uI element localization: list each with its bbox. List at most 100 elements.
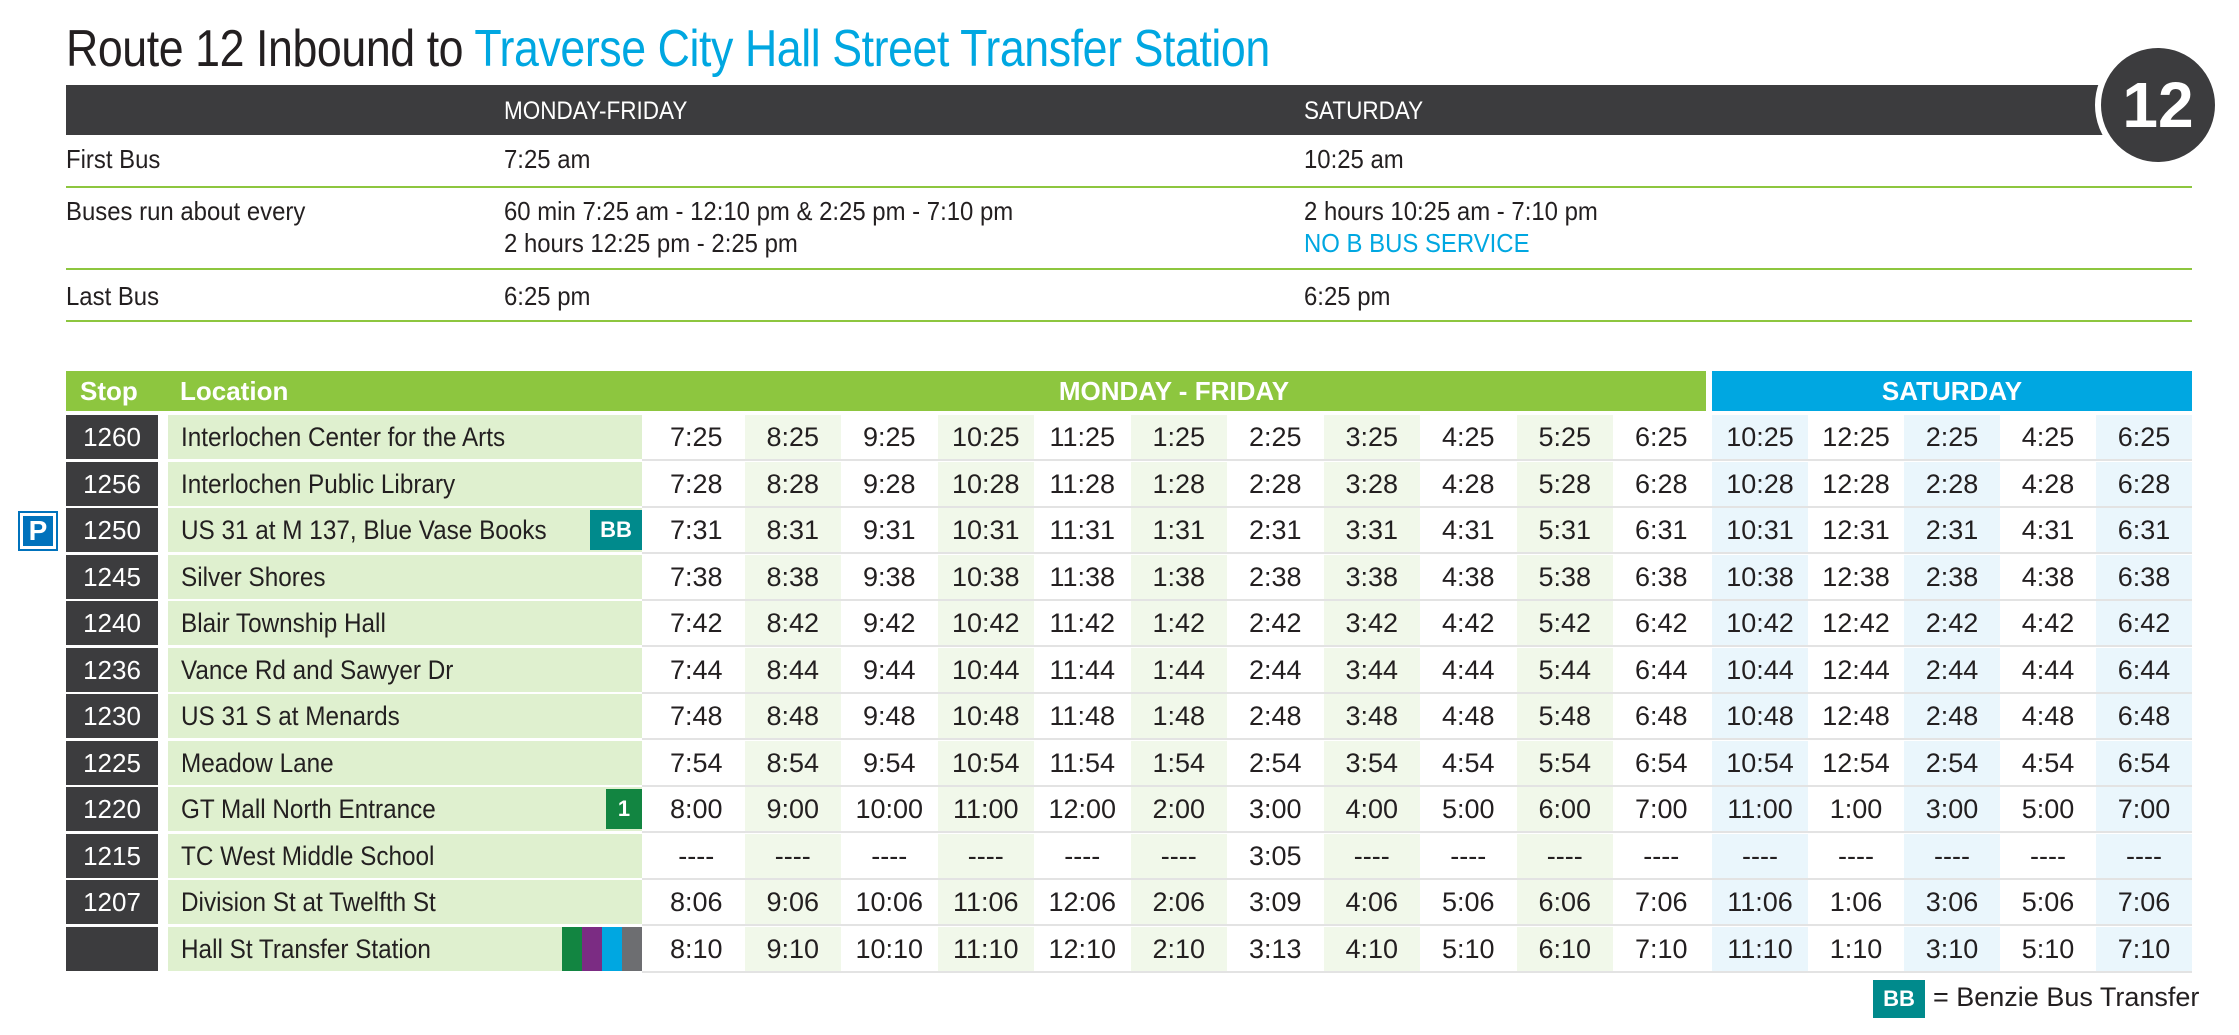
summary-header-saturday: SATURDAY [1304, 97, 1424, 125]
summary-saturday-value: 10:25 am [1304, 144, 1404, 174]
weekday-time-cell: 9:10 [744, 926, 841, 971]
saturday-time-cell: 4:54 [2000, 740, 2096, 785]
saturday-time-cell: 2:42 [1904, 601, 2000, 645]
weekday-time-cell: 8:06 [648, 880, 745, 924]
weekday-time-cell: 8:28 [744, 461, 841, 506]
weekday-time-cell: 5:38 [1516, 554, 1613, 599]
column-header-location: Location [180, 376, 289, 406]
weekday-time-cell: 5:31 [1516, 508, 1613, 552]
weekday-time-cell: 9:25 [841, 415, 938, 459]
stop-number: 1240 [66, 601, 158, 645]
weekday-time-cell: 5:28 [1516, 461, 1613, 506]
weekday-time-cell: 11:48 [1034, 694, 1131, 738]
saturday-time-cell: 10:42 [1712, 601, 1808, 645]
saturday-time-cell: ---- [1712, 833, 1808, 878]
weekday-time-cell: 5:00 [1420, 787, 1517, 831]
schedule-row: 1245 Silver Shores 7:38 8:38 9:38 10:38 11:38 1… [0, 554, 2239, 602]
stop-number: 1225 [66, 740, 158, 785]
weekday-time-cell: 10:31 [937, 508, 1034, 552]
stop-number: 1230 [66, 694, 158, 738]
stop-location-label: Division St at Twelfth St [181, 887, 436, 917]
saturday-time-cell: 10:31 [1712, 508, 1808, 552]
saturday-time-cell: 6:54 [2096, 740, 2192, 785]
weekday-time-cell: 7:44 [648, 647, 745, 692]
weekday-time-cell: 8:00 [648, 787, 745, 831]
weekday-time-cell: 6:38 [1613, 554, 1710, 599]
saturday-time-cell: 4:28 [2000, 461, 2096, 506]
row-divider [642, 970, 2192, 973]
weekday-time-cell: 4:00 [1323, 787, 1420, 831]
stop-number [66, 926, 158, 971]
weekday-time-cell: 2:10 [1130, 926, 1227, 971]
weekday-time-cell: 2:48 [1227, 694, 1324, 738]
stop-location-label: TC West Middle School [181, 840, 435, 871]
weekday-time-cell: 3:42 [1323, 601, 1420, 645]
schedule-row: 1220 GT Mall North Entrance 1 8:00 9:00 10:00… [0, 787, 2239, 834]
weekday-time-cell: 11:25 [1034, 415, 1131, 459]
saturday-time-cell: 1:00 [1808, 787, 1904, 831]
stop-location-label: Vance Rd and Sawyer Dr [181, 654, 454, 685]
schedule-row: 1250 US 31 at M 137, Blue Vase Books BB P 7:… [0, 508, 2239, 555]
stop-number: 1236 [66, 647, 158, 692]
weekday-time-cell: 6:44 [1613, 647, 1710, 692]
stop-number: 1245 [66, 554, 158, 599]
saturday-time-cell: 7:00 [2096, 787, 2192, 831]
schedule-header-weekday-band: Stop Location MONDAY - FRIDAY [66, 371, 1706, 411]
summary-label: First Bus [66, 144, 161, 174]
weekday-time-cell: 3:31 [1323, 508, 1420, 552]
weekday-time-cell: 10:38 [937, 554, 1034, 599]
saturday-time-cell: 12:48 [1808, 694, 1904, 738]
weekday-time-cell: 11:44 [1034, 647, 1131, 692]
saturday-time-cell: 10:54 [1712, 740, 1808, 785]
title-prefix: Route 12 Inbound to [66, 20, 475, 78]
stop-number: 1215 [66, 833, 158, 878]
weekday-time-cell: 4:25 [1420, 415, 1517, 459]
weekday-time-cell: 10:48 [937, 694, 1034, 738]
stop-location: Blair Township Hall [168, 601, 642, 645]
stop-location: Interlochen Center for the Arts [168, 415, 642, 459]
weekday-time-cell: 6:42 [1613, 601, 1710, 645]
weekday-time-cell: 9:00 [744, 787, 841, 831]
weekday-time-cell: 1:42 [1130, 601, 1227, 645]
weekday-time-cell: 3:48 [1323, 694, 1420, 738]
weekday-time-cell: 11:42 [1034, 601, 1131, 645]
weekday-time-cell: 2:44 [1227, 647, 1324, 692]
weekday-time-cell: 3:13 [1227, 926, 1324, 971]
summary-saturday-value: 2 hours 10:25 am - 7:10 pm [1304, 196, 1598, 226]
saturday-time-cell: 12:31 [1808, 508, 1904, 552]
weekday-time-cell: 5:42 [1516, 601, 1613, 645]
weekday-time-cell: 1:25 [1130, 415, 1227, 459]
weekday-time-cell: 2:00 [1130, 787, 1227, 831]
saturday-time-cell: 2:54 [1904, 740, 2000, 785]
weekday-time-cell: 8:54 [744, 740, 841, 785]
saturday-time-cell: ---- [2096, 833, 2192, 878]
stop-location-label: US 31 S at Menards [181, 701, 400, 731]
weekday-time-cell: 3:09 [1227, 880, 1324, 924]
weekday-time-cell: 5:48 [1516, 694, 1613, 738]
legend: BB = Benzie Bus Transfer [1873, 977, 2199, 1018]
weekday-time-cell: 3:28 [1323, 461, 1420, 506]
weekday-time-cell: 7:10 [1613, 926, 1710, 971]
saturday-time-cell: 12:38 [1808, 554, 1904, 599]
weekday-time-cell: 5:54 [1516, 740, 1613, 785]
park-and-ride-icon: P [18, 511, 58, 551]
weekday-time-cell: 12:10 [1034, 926, 1131, 971]
weekday-time-cell: ---- [1516, 833, 1613, 878]
schedule-row: 1236 Vance Rd and Sawyer Dr 7:44 8:44 9:44 10… [0, 647, 2239, 695]
weekday-time-cell: 4:38 [1420, 554, 1517, 599]
weekday-time-cell: 2:42 [1227, 601, 1324, 645]
weekday-time-cell: ---- [1034, 833, 1131, 878]
weekday-time-cell: ---- [1613, 833, 1710, 878]
weekday-time-cell: 2:25 [1227, 415, 1324, 459]
saturday-time-cell: 6:25 [2096, 415, 2192, 459]
weekday-time-cell: 2:06 [1130, 880, 1227, 924]
saturday-time-cell: 2:48 [1904, 694, 2000, 738]
weekday-time-cell: 7:28 [648, 461, 745, 506]
weekday-time-cell: 10:00 [841, 787, 938, 831]
saturday-time-cell: 5:06 [2000, 880, 2096, 924]
saturday-time-cell: 11:10 [1712, 926, 1808, 971]
weekday-time-cell: 4:10 [1323, 926, 1420, 971]
stop-location-label: Blair Township Hall [181, 608, 386, 638]
row-divider [642, 459, 2192, 461]
stop-location-label: Interlochen Public Library [181, 468, 456, 499]
